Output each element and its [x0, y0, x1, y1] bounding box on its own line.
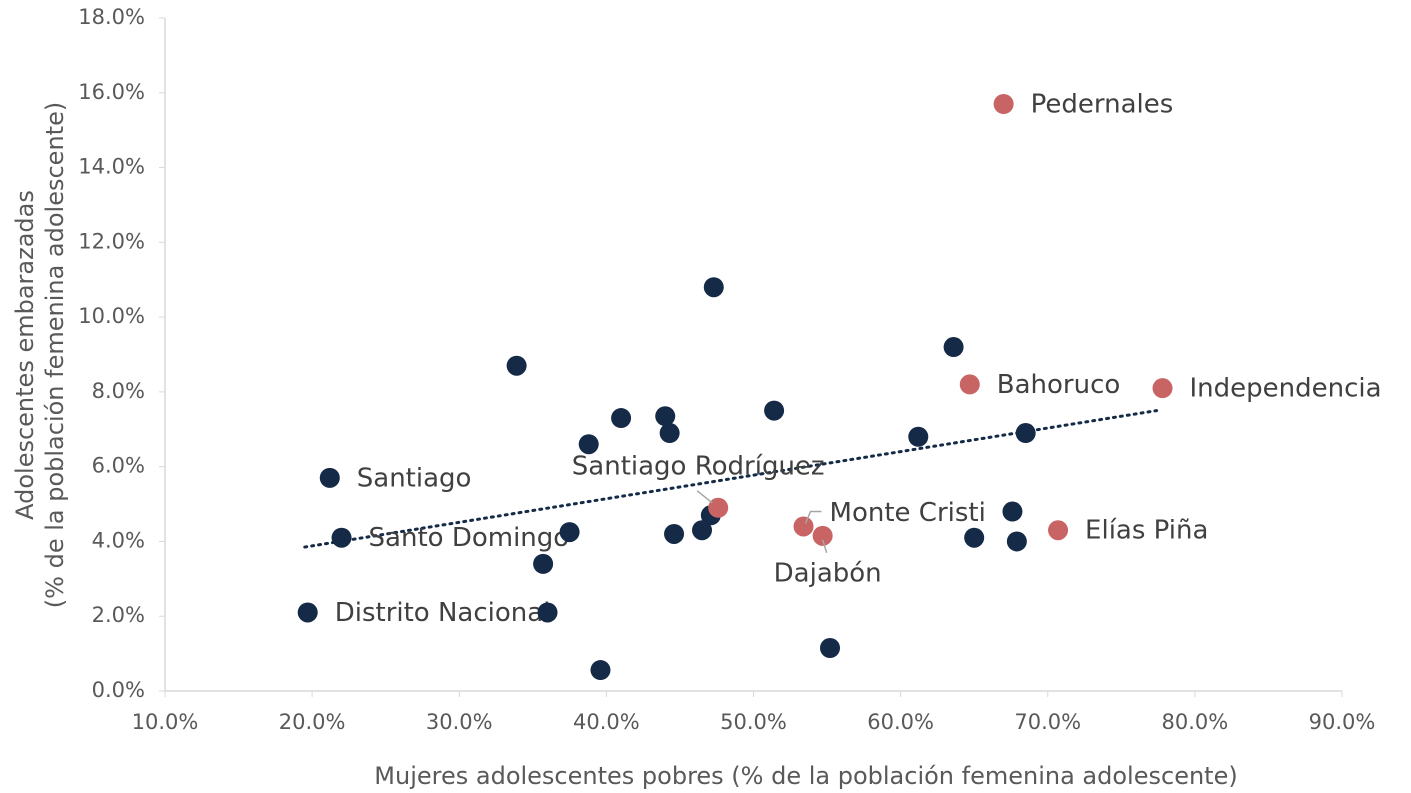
y-tick-label: 0.0%	[92, 678, 145, 702]
point	[692, 520, 713, 541]
point-label: Pedernales	[1031, 89, 1174, 119]
point	[812, 525, 833, 546]
leader-line	[804, 510, 822, 524]
point	[964, 527, 985, 548]
point-label: Santiago	[357, 463, 472, 493]
point	[319, 467, 340, 488]
point	[590, 660, 611, 681]
point	[664, 523, 685, 544]
y-axis-title: Adolescentes embarazadas	[11, 190, 39, 520]
point	[297, 602, 318, 623]
point-label: Santo Domingo	[369, 523, 570, 553]
x-tick-label: 30.0%	[426, 710, 493, 734]
y-axis-title: (% de la población femenina adolescente)	[41, 102, 69, 608]
point	[506, 355, 527, 376]
point-label: Dajabón	[774, 558, 882, 588]
point	[1152, 378, 1173, 399]
x-tick-label: 80.0%	[1162, 710, 1229, 734]
leader-line	[696, 490, 713, 504]
point-label: Monte Cristi	[830, 498, 986, 528]
point	[1006, 531, 1027, 552]
y-tick-label: 6.0%	[92, 454, 145, 478]
x-tick-label: 10.0%	[132, 710, 199, 734]
x-tick-label: 90.0%	[1309, 710, 1376, 734]
point	[659, 423, 680, 444]
point	[655, 406, 676, 427]
point	[1015, 423, 1036, 444]
x-tick-label: 50.0%	[720, 710, 787, 734]
point-label: Santiago Rodríguez	[572, 451, 825, 481]
x-tick-label: 20.0%	[279, 710, 346, 734]
point	[331, 527, 352, 548]
point	[1002, 501, 1023, 522]
x-tick-label: 60.0%	[867, 710, 934, 734]
point	[764, 400, 785, 421]
point	[943, 337, 964, 358]
point	[1048, 520, 1069, 541]
point	[703, 277, 724, 298]
point	[993, 93, 1014, 114]
y-tick-label: 8.0%	[92, 379, 145, 403]
point	[959, 374, 980, 395]
y-tick-label: 2.0%	[92, 603, 145, 627]
leader-line	[821, 539, 828, 554]
point	[537, 602, 558, 623]
point	[793, 516, 814, 537]
x-axis-title: Mujeres adolescentes pobres (% de la pob…	[374, 762, 1237, 790]
point-label: Distrito Nacional	[335, 598, 551, 628]
point	[578, 434, 599, 455]
y-tick-label: 18.0%	[78, 5, 145, 29]
y-tick-label: 16.0%	[78, 80, 145, 104]
y-tick-label: 12.0%	[78, 229, 145, 253]
point	[708, 497, 729, 518]
point	[611, 408, 632, 429]
y-tick-label: 14.0%	[78, 155, 145, 179]
point-label: Bahoruco	[997, 370, 1121, 400]
x-tick-label: 40.0%	[573, 710, 640, 734]
point-label: Elías Piña	[1085, 516, 1208, 546]
point	[908, 426, 929, 447]
y-tick-label: 4.0%	[92, 528, 145, 552]
x-tick-label: 70.0%	[1014, 710, 1081, 734]
point	[820, 638, 841, 659]
point	[533, 553, 554, 574]
point	[559, 522, 580, 543]
point-label: Independencia	[1190, 374, 1382, 404]
y-tick-label: 10.0%	[78, 304, 145, 328]
